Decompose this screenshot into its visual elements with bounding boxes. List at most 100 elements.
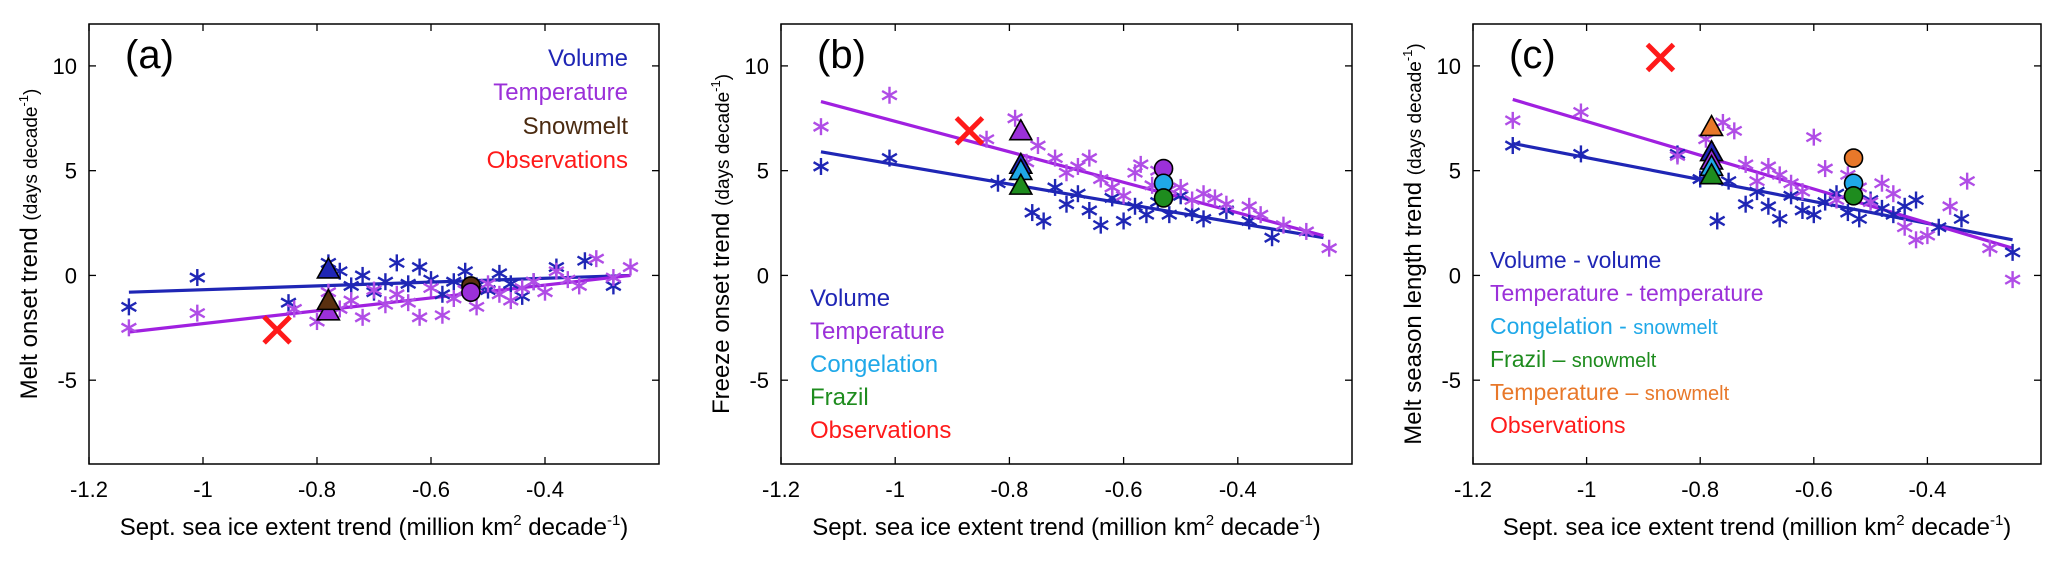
fit-line-temperature-fit [128,273,631,334]
asterisk-point [1709,212,1726,230]
triangle-point [316,287,341,311]
circle-point [1843,148,1864,168]
asterisk-point [1919,227,1936,245]
legend: Volume Temperature Congelation Frazil Observ… [810,285,951,444]
asterisk-point [400,275,417,293]
asterisk-point [189,269,206,287]
panel-label: (a) [125,33,174,77]
asterisk-point [1794,201,1811,219]
asterisk-point [1794,183,1811,201]
y-tick-label: 5 [65,159,77,184]
asterisk-point [1195,210,1212,228]
y-axis-label: Melt season length trend (days decade-1) [1400,43,1427,444]
asterisk-point [1805,128,1822,146]
asterisk-point [1817,160,1834,178]
asterisk-point [343,277,360,295]
asterisk-point [189,304,206,322]
asterisk-point [377,273,394,291]
asterisk-point [1252,206,1269,224]
asterisk-point [434,306,451,324]
plot-frame [780,23,1353,465]
circle-point [1153,188,1174,208]
x-tick-label: -0.4 [1908,477,1946,502]
legend-entry-congelation: Congelation [810,351,938,378]
asterisk-point [1504,111,1521,129]
panel-label: (c) [1509,33,1556,77]
asterisk-point [502,292,519,310]
series-frazil-circle [1153,188,1174,208]
y-tick-label: 5 [757,159,769,184]
legend-entry-volume-volume: Volume - volume [1490,247,1661,273]
asterisk-point [1942,197,1959,215]
series-observations [1645,42,1676,73]
asterisk-point [1504,137,1521,155]
asterisk-point [1127,197,1144,215]
legend-entry-frazil-snowmelt: Frazil – snowmelt [1490,346,1657,372]
series-frazil-triangle [1008,172,1034,195]
x-marker-point [1645,42,1676,73]
asterisk-point [366,281,382,299]
asterisk-point [1047,178,1064,196]
asterisk-point [343,292,360,310]
y-tick-label: -5 [57,368,77,393]
x-tick-label: -0.8 [298,477,336,502]
asterisk-point [537,283,553,301]
asterisk-point [388,254,405,272]
asterisk-point [1264,229,1281,247]
asterisk-point [423,279,439,297]
legend-entry-volume: Volume [810,285,890,312]
asterisk-point [1275,216,1292,234]
asterisk-point [1195,185,1212,203]
y-tick-label: 10 [745,54,769,79]
asterisk-point [400,294,417,312]
legend-entry-temperature-snowmelt: Temperature – snowmelt [1490,379,1730,405]
circle-point [461,282,481,302]
asterisk-point [1218,195,1235,213]
triangle-point [1008,118,1034,141]
circle-point [1843,186,1864,206]
asterisk-point [1081,201,1098,219]
y-tick-label: 10 [53,54,77,79]
asterisk-point [1092,216,1109,234]
asterisk-point [1981,239,1998,257]
asterisk-point [1047,149,1064,167]
asterisk-point [1058,195,1075,213]
asterisk-point [1115,187,1132,205]
y-tick-label: 5 [1449,159,1461,184]
series-temperature-snowmelt-circle [1843,148,1864,168]
x-tick-label: -0.4 [1219,477,1257,502]
series-observations [954,116,985,146]
asterisk-point [1132,155,1149,173]
asterisk-point [571,277,588,295]
asterisk-point [388,285,405,303]
asterisk-point [1104,178,1121,196]
x-tick-label: -1.2 [70,477,108,502]
asterisk-point [1873,174,1890,192]
asterisk-point [354,266,371,284]
panel-a: -1.2 -1 -0.8 -0.6 -0.4 -5 0 5 10 Sept. sea ice ex… [16,23,660,541]
x-tick-label: -1 [193,477,213,502]
series-observations [262,315,292,345]
series-frazil-snowmelt-triangle [1699,162,1724,185]
fit-line-temperature-fit [1512,97,2014,250]
asterisk-point [1783,174,1800,192]
asterisk-point [2004,271,2021,289]
x-tick-label: -0.8 [1681,477,1719,502]
y-tick-label: 0 [1449,263,1461,288]
asterisk-point [1172,178,1189,196]
asterisk-point [1321,239,1338,257]
legend-entry-temperature: Temperature [493,79,628,106]
series-volume [1504,137,2021,261]
asterisk-point [1885,185,1902,203]
legend-entry-observations: Observations [487,147,628,174]
asterisk-point [1298,222,1315,240]
asterisk-point [286,300,303,318]
series-temperature [1504,103,2021,289]
asterisk-point [491,264,508,282]
asterisk-point [1953,210,1970,228]
asterisk-point [1669,147,1686,165]
asterisk-point [1720,172,1737,190]
y-axis-label: Freeze onset trend (days decade-1) [708,74,735,414]
asterisk-point [1896,218,1913,236]
asterisk-point [622,258,639,276]
